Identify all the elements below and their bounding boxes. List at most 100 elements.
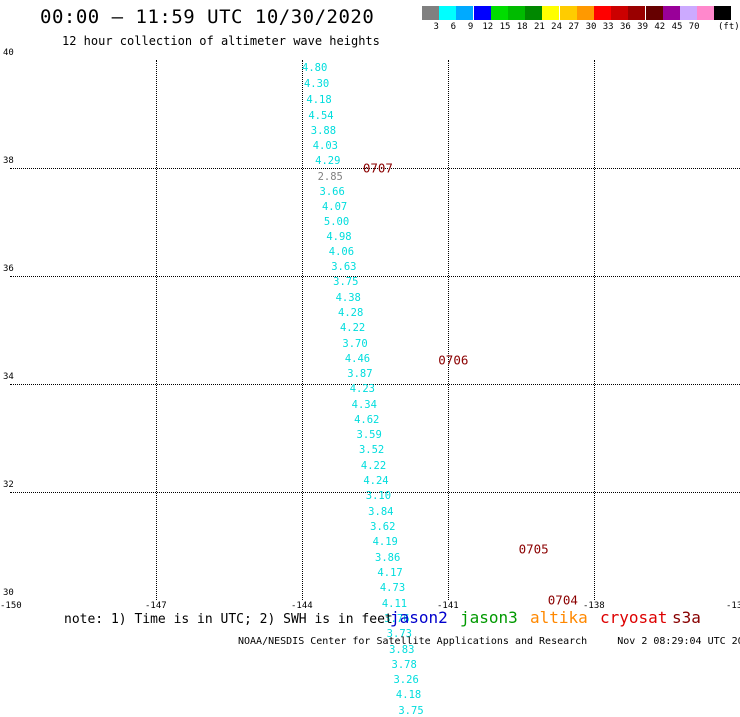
longitude-gridline xyxy=(594,60,595,600)
swh-value: 4.17 xyxy=(377,567,403,579)
colorbar-label: 42 xyxy=(654,22,666,32)
swh-value: 3.52 xyxy=(358,444,385,457)
longitude-tick-label: -150 xyxy=(0,601,22,611)
colorbar-label: 24 xyxy=(551,22,563,32)
swh-value: 4.29 xyxy=(315,154,341,167)
colorbar-swatch xyxy=(473,6,491,20)
longitude-tick-label: -144 xyxy=(291,601,313,611)
latitude-gridline xyxy=(10,384,740,385)
colorbar-label: 15 xyxy=(499,22,511,32)
swh-value: 4.24 xyxy=(363,475,389,488)
swh-value: 4.18 xyxy=(395,689,422,702)
swh-value: 4.22 xyxy=(360,460,387,473)
swh-value: 4.18 xyxy=(306,93,332,106)
colorbar-label: 30 xyxy=(585,22,597,32)
swh-value: 4.23 xyxy=(349,383,375,396)
colorbar-label: 70 xyxy=(688,22,700,32)
colorbar-swatch xyxy=(508,6,525,20)
swh-value: 4.46 xyxy=(344,352,371,365)
colorbar-label: 12 xyxy=(482,22,494,32)
swh-value: 3.70 xyxy=(342,337,368,350)
swh-value: 4.73 xyxy=(379,582,406,595)
colorbar-label: 45 xyxy=(671,22,683,32)
swh-value: 3.66 xyxy=(319,185,345,198)
swh-value: 3.59 xyxy=(356,429,382,442)
latitude-gridline xyxy=(10,492,740,493)
swh-value: 4.07 xyxy=(321,200,348,213)
mission-legend-jason3: jason3 xyxy=(460,608,518,627)
footer-organization: NOAA/NESDIS Center for Satellite Applica… xyxy=(238,636,588,647)
longitude-tick-label: -147 xyxy=(145,601,167,611)
latitude-gridline xyxy=(10,276,740,277)
colorbar-swatch xyxy=(645,6,663,20)
colorbar-swatch xyxy=(628,6,646,20)
map-subtitle: 12 hour collection of altimeter wave hei… xyxy=(62,34,380,48)
colorbar-label: 36 xyxy=(619,22,631,32)
swh-value: 4.30 xyxy=(303,78,330,91)
footer-credit: NOAA/NESDIS Center for Satellite Applica… xyxy=(238,636,740,647)
longitude-gridline xyxy=(302,60,303,600)
colorbar-label: 21 xyxy=(533,22,545,32)
swh-value: 4.03 xyxy=(312,139,338,152)
colorbar-swatch xyxy=(559,6,577,20)
latitude-gridline xyxy=(10,168,740,169)
longitude-gridline xyxy=(156,60,157,600)
pass-time-label: 0704 xyxy=(547,592,578,608)
latitude-tick-label: 40 xyxy=(3,48,14,58)
swh-value: 3.10 xyxy=(365,490,392,503)
swh-value: 5.00 xyxy=(323,216,350,228)
colorbar-label: 39 xyxy=(637,22,649,32)
swh-value: 3.87 xyxy=(347,368,373,381)
swh-value: 4.34 xyxy=(351,398,377,411)
colorbar-label: 33 xyxy=(602,22,614,32)
mission-legend-s3a: s3a xyxy=(672,608,701,627)
swh-value: 3.73 xyxy=(386,628,412,641)
legend-note: note: 1) Time is in UTC; 2) SWH is in fe… xyxy=(64,612,393,627)
swh-value: 4.98 xyxy=(326,231,352,244)
colorbar-label: 27 xyxy=(568,22,580,32)
pass-time-label: 0707 xyxy=(362,160,393,176)
latitude-tick-label: 34 xyxy=(3,372,14,382)
swh-value: 3.75 xyxy=(333,276,359,289)
latitude-tick-label: 36 xyxy=(3,264,14,274)
swh-value: 4.54 xyxy=(308,109,334,122)
colorbar-label: 3 xyxy=(433,22,439,32)
swh-value: 3.76 xyxy=(384,612,410,625)
swh-value: 4.62 xyxy=(354,414,380,427)
swh-value: 3.78 xyxy=(391,658,417,671)
swh-value: 4.06 xyxy=(328,246,355,259)
longitude-tick-label: -138 xyxy=(583,601,605,611)
colorbar-label: 18 xyxy=(516,22,528,32)
mission-legend-cryosat: cryosat xyxy=(600,608,668,627)
swh-value: 3.75 xyxy=(398,704,424,717)
mission-legend-jason2: jason2 xyxy=(390,608,448,627)
swh-value: 3.86 xyxy=(375,551,401,564)
latitude-tick-label: 38 xyxy=(3,156,14,166)
pass-time-label: 0705 xyxy=(518,541,549,557)
colorbar-swatch xyxy=(422,6,439,20)
colorbar-swatch xyxy=(680,6,697,20)
map-title: 00:00 – 11:59 UTC 10/30/2020 xyxy=(40,6,375,28)
swh-value: 3.26 xyxy=(393,673,419,686)
swh-value: 3.88 xyxy=(310,124,337,137)
swh-value: 4.19 xyxy=(372,536,398,549)
colorbar-swatch xyxy=(594,6,611,20)
colorbar-swatch xyxy=(611,6,629,20)
colorbar-label: 9 xyxy=(467,22,474,32)
colorbar-swatch xyxy=(490,6,508,20)
swh-value: 4.28 xyxy=(338,307,364,320)
mission-legend-altika: altika xyxy=(530,608,588,627)
longitude-tick-label: -135 xyxy=(726,601,740,611)
colorbar-swatch xyxy=(456,6,474,20)
latitude-tick-label: 32 xyxy=(3,480,14,490)
colorbar-swatch xyxy=(714,6,732,20)
colorbar-swatch xyxy=(697,6,715,20)
swh-value: 4.38 xyxy=(335,291,361,304)
latitude-tick-label: 30 xyxy=(3,588,14,598)
footer-timestamp: Nov 2 08:29:04 UTC 2020 xyxy=(617,636,740,647)
swh-value: 4.80 xyxy=(302,62,328,75)
colorbar-swatch xyxy=(439,6,457,20)
colorbar-swatch xyxy=(662,6,680,20)
swh-value: 3.62 xyxy=(370,521,396,534)
colorbar-swatch xyxy=(525,6,543,20)
